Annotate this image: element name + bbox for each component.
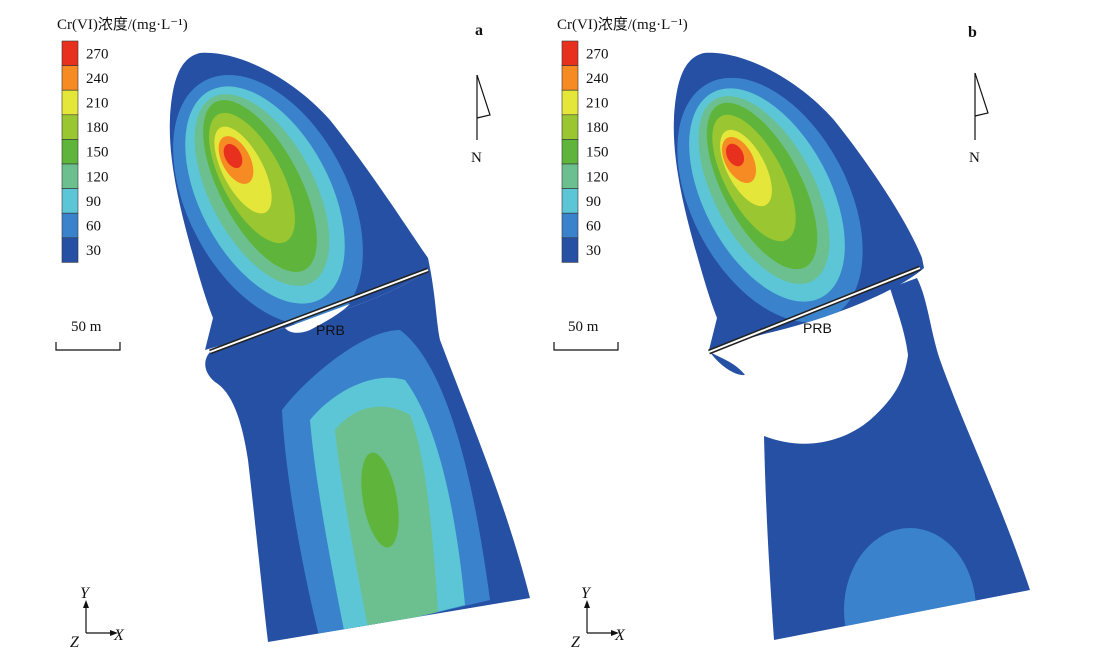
legend-swatch-270-a — [61, 40, 79, 66]
legend-label-210-a: 210 — [86, 96, 109, 112]
north-label-a: N — [471, 150, 482, 166]
legend-swatch-180-a — [61, 114, 79, 140]
axis-z-label-b: Z — [571, 634, 581, 651]
legend-label-90-b: 90 — [586, 194, 601, 210]
legend-label-150-b: 150 — [586, 145, 609, 161]
prb-wall-core-b — [708, 267, 921, 353]
legend-label-180-a: 180 — [86, 120, 109, 136]
legend-label-270-a: 270 — [86, 46, 109, 62]
axis-z-label-a: Z — [70, 634, 80, 651]
legend-label-30-b: 30 — [586, 243, 601, 259]
panel-letter-b: b — [968, 24, 977, 41]
legend-label-150-a: 150 — [86, 145, 109, 161]
lower-plume-b — [764, 278, 1030, 640]
legend-swatch-90-a — [61, 188, 79, 214]
legend-label-210-b: 210 — [586, 96, 609, 112]
legend-swatch-120-a — [61, 163, 79, 189]
legend-label-60-b: 60 — [586, 219, 601, 235]
legend-label-270-b: 270 — [586, 46, 609, 62]
prb-label-a: PRB — [316, 322, 345, 338]
panel-a: PRB a N 50 m Y Z X — [55, 22, 530, 651]
legend-label-60-a: 60 — [86, 219, 101, 235]
north-arrow-b: N — [969, 72, 989, 166]
scale-label-a: 50 m — [71, 319, 102, 335]
prb-label-b: PRB — [803, 320, 832, 336]
legend-swatch-30-b — [561, 237, 579, 263]
legend-swatch-270-b — [561, 40, 579, 66]
legend-label-180-b: 180 — [586, 120, 609, 136]
legend-swatch-180-b — [561, 114, 579, 140]
axis-x-label-b: X — [614, 627, 626, 644]
legend-a: Cr(VI)浓度/(mg·L⁻¹) 270 240 210 180 150 120 90 60… — [57, 16, 188, 263]
north-label-b: N — [969, 150, 980, 166]
legend-swatch-210-b — [561, 89, 579, 116]
legend-label-240-a: 240 — [86, 71, 109, 87]
legend-swatch-90-b — [561, 188, 579, 214]
legend-label-30-a: 30 — [86, 243, 101, 259]
legend-swatch-30-a — [61, 237, 79, 263]
legend-swatch-240-b — [561, 65, 579, 91]
legend-swatch-240-a — [61, 65, 79, 91]
prb-gap-a — [285, 304, 350, 333]
north-arrow-a: N — [471, 74, 491, 166]
panel-letter-a: a — [475, 22, 483, 39]
scale-bar-a: 50 m — [55, 319, 121, 351]
legend-label-120-b: 120 — [586, 169, 609, 185]
legend-label-240-b: 240 — [586, 71, 609, 87]
scale-bar-b: 50 m — [553, 319, 619, 351]
tail-region-b — [710, 352, 745, 376]
legend-swatch-120-b — [561, 163, 579, 189]
axis-triad-a: Y Z X — [70, 585, 125, 651]
legend-swatch-150-a — [61, 139, 79, 165]
axis-y-label-a: Y — [80, 585, 91, 602]
axis-triad-b: Y Z X — [571, 585, 626, 651]
legend-label-120-a: 120 — [86, 169, 109, 185]
axis-y-label-b: Y — [581, 585, 592, 602]
legend-swatch-150-b — [561, 139, 579, 165]
panel-b: PRB b N 50 m Y Z X — [553, 24, 1030, 651]
prb-wall-core-a — [209, 269, 429, 353]
legend-b: Cr(VI)浓度/(mg·L⁻¹) 270 240 210 180 150 120 90 60… — [557, 16, 688, 263]
legend-label-90-a: 90 — [86, 194, 101, 210]
legend-swatch-60-b — [561, 212, 579, 239]
legend-swatch-210-a — [61, 89, 79, 116]
axis-x-label-a: X — [113, 627, 125, 644]
scale-label-b: 50 m — [568, 319, 599, 335]
legend-swatch-60-a — [61, 212, 79, 239]
legend-title: Cr(VI)浓度/(mg·L⁻¹) — [557, 16, 688, 33]
legend-title: Cr(VI)浓度/(mg·L⁻¹) — [57, 16, 188, 33]
